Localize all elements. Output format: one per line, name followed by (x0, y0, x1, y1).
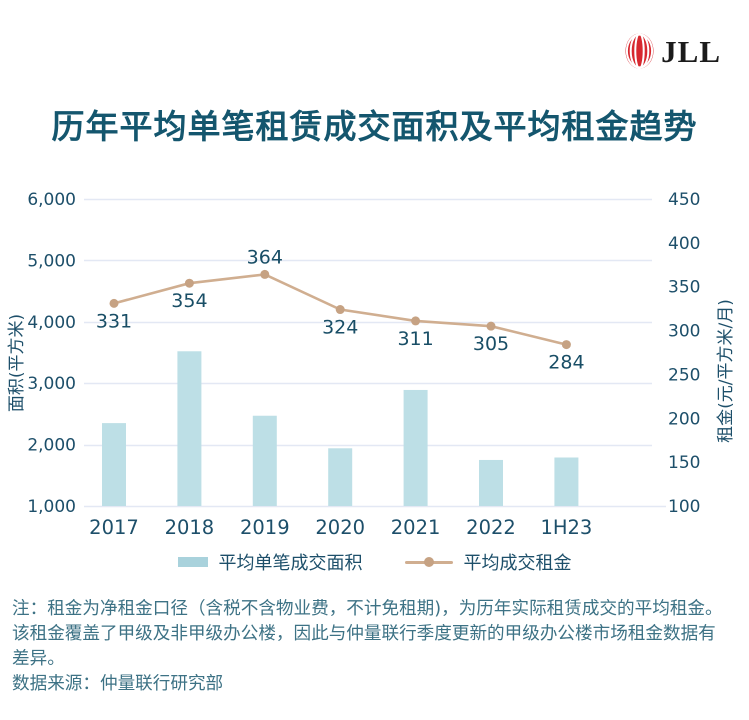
marker-2020 (335, 305, 345, 315)
x-label-2021: 2021 (391, 516, 441, 539)
left-axis-tick-4000: 4,000 (27, 313, 76, 333)
data-label-2020: 324 (322, 317, 358, 339)
legend-item-rent: 平均成交租金 (404, 549, 572, 575)
data-label-2019: 364 (247, 246, 283, 268)
bar-2018 (177, 351, 202, 506)
marker-2021 (411, 316, 421, 326)
legend-label-area: 平均单笔成交面积 (218, 553, 363, 574)
bar-2017 (102, 423, 126, 506)
bar-2022 (479, 459, 503, 506)
notes: 注：租金为净租金口径（含税不含物业费，不计免租期)，为历年实际租赁成交的平均租金… (12, 597, 732, 697)
right-axis-tick-100: 100 (668, 497, 700, 517)
line-swatch-icon (404, 557, 453, 567)
marker-2022 (486, 321, 496, 331)
bar-2020 (328, 448, 353, 506)
source-text: 数据来源：仲量联行研究部 (12, 674, 224, 694)
x-label-2018: 2018 (165, 516, 215, 539)
x-label-2022: 2022 (466, 516, 516, 539)
legend-item-area: 平均单笔成交面积 (177, 549, 363, 575)
data-label-2017: 331 (96, 310, 132, 332)
right-axis-title: 租金(元/平方米/月) (716, 299, 736, 443)
left-axis-tick-3000: 3,000 (27, 374, 76, 394)
data-label-1H23: 284 (548, 352, 584, 374)
chart-title: 历年平均单笔租赁成交面积及平均租金趋势 (51, 107, 698, 146)
jll-globe-icon (625, 33, 654, 69)
x-label-2020: 2020 (315, 516, 365, 539)
right-axis-tick-400: 400 (668, 234, 700, 254)
chart-canvas: 1,000 2,000 3,000 4,000 5,000 6,000 100 150 200 2… (7, 190, 736, 539)
data-label-2021: 311 (397, 328, 433, 350)
marker-1H23 (561, 340, 571, 350)
data-label-2022: 305 (473, 333, 509, 355)
data-label-2018: 354 (171, 290, 207, 312)
x-label-2019: 2019 (240, 516, 290, 539)
bar-swatch-icon (177, 557, 208, 567)
note-text: 注：租金为净租金口径（含税不含物业费，不计免租期)，为历年实际租赁成交的平均租金… (12, 599, 723, 669)
bar-2021 (403, 389, 428, 506)
left-axis-tick-5000: 5,000 (27, 251, 76, 271)
left-axis-tick-1000: 1,000 (27, 497, 76, 517)
legend-label-rent: 平均成交租金 (463, 553, 572, 574)
right-axis-tick-450: 450 (668, 190, 700, 210)
right-axis-tick-300: 300 (668, 322, 700, 342)
marker-2019 (260, 269, 270, 279)
jll-logo: JLL (625, 33, 721, 69)
bar-2019 (252, 415, 277, 506)
bar-1H23 (554, 457, 579, 506)
x-label-2017: 2017 (89, 516, 139, 539)
right-axis-tick-200: 200 (668, 409, 700, 429)
jll-wordmark: JLL (661, 33, 721, 69)
marker-2018 (184, 278, 194, 288)
right-axis-tick-350: 350 (668, 278, 700, 298)
x-label-1H23: 1H23 (540, 516, 592, 539)
left-axis-tick-2000: 2,000 (27, 436, 76, 456)
left-axis-tick-6000: 6,000 (27, 190, 76, 210)
line-marker-icon (423, 557, 434, 567)
chart-legend: 平均单笔成交面积 平均成交租金 (0, 549, 749, 575)
right-axis-tick-250: 250 (668, 365, 700, 385)
marker-2017 (109, 298, 119, 308)
left-axis-title: 面积(平方米) (7, 314, 27, 412)
right-axis-tick-150: 150 (668, 453, 700, 473)
